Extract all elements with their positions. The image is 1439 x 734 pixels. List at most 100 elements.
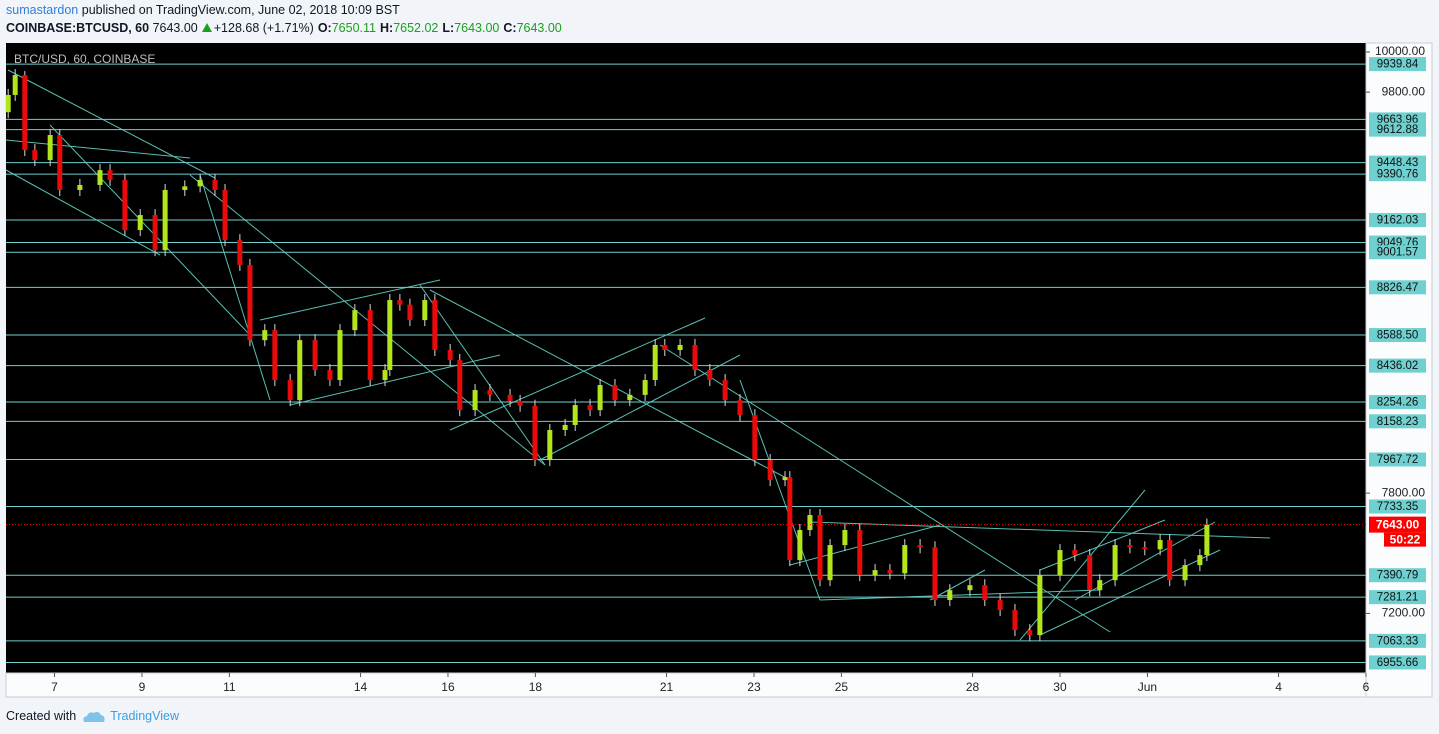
symbol-line: COINBASE:BTCUSD, 60 7643.00 +128.68 (+1.7… (6, 21, 562, 35)
level-label: 9612.88 (1377, 124, 1419, 136)
published: published on TradingView.com, June 02, 2… (81, 3, 400, 17)
candle-body (872, 570, 878, 576)
candle-body (297, 340, 303, 401)
candle-body (887, 570, 893, 574)
candle-body (787, 477, 793, 561)
candle-body (22, 75, 28, 151)
trendlines (5, 69, 1271, 641)
level-label: 7063.33 (1377, 635, 1419, 647)
x-tick-label: 21 (660, 680, 674, 694)
candle-body (1127, 545, 1133, 548)
candle-body (532, 405, 538, 461)
x-tick-label: 7 (51, 680, 58, 694)
candle-body (917, 545, 923, 548)
candle-body (312, 340, 318, 371)
trendline (419, 284, 546, 466)
candle-body (612, 385, 618, 401)
candle-body (507, 394, 513, 401)
y-tick-label: 7200.00 (1382, 606, 1426, 620)
ohlc-value: 7650.11 (331, 21, 376, 35)
candle-body (122, 179, 128, 231)
x-tick-label: 23 (747, 680, 761, 694)
trendline (1039, 549, 1221, 636)
level-label: 6955.66 (1377, 657, 1419, 669)
author: sumastardon (6, 3, 79, 17)
level-label: 7281.21 (1377, 592, 1419, 604)
candle-body (447, 349, 453, 361)
candle-body (352, 310, 358, 331)
candle-body (982, 585, 988, 601)
candle-body (397, 300, 403, 305)
ohlc-value: 7643.00 (454, 21, 500, 35)
time-axis (5, 672, 1367, 698)
candle-body (627, 394, 633, 401)
candle-body (1012, 610, 1018, 631)
candle-body (707, 370, 713, 381)
ohlc-value: 7643.00 (516, 21, 562, 35)
candle-body (1087, 555, 1093, 591)
candle-body (32, 150, 38, 161)
candle-body (152, 215, 158, 251)
ohlc-label: H: (379, 21, 394, 35)
x-tick-label: 25 (835, 680, 849, 694)
price: 7643.00 (152, 21, 198, 35)
candle-body (572, 405, 578, 425)
level-label-box (1369, 655, 1426, 670)
candle-body (782, 477, 788, 481)
trendline (429, 289, 791, 481)
x-tick-label: 11 (223, 680, 236, 694)
candle-body (222, 189, 228, 241)
x-tick-label: 28 (966, 680, 980, 694)
candle-body (337, 330, 343, 381)
candle-body (562, 424, 568, 430)
candle-body (857, 530, 863, 576)
level-label-box (1369, 155, 1426, 170)
candle-body (807, 514, 813, 531)
candle-body (262, 330, 268, 341)
trendline (5, 169, 161, 256)
candle-body (767, 460, 773, 481)
candle-body (212, 179, 218, 190)
trendline (289, 354, 501, 406)
candle-body (827, 545, 833, 581)
level-label-box (1369, 414, 1426, 429)
level-label-box (1369, 213, 1426, 228)
candle-body (817, 514, 823, 581)
candle-body (722, 380, 728, 401)
level-label-box (1369, 57, 1426, 72)
candle-body (1142, 547, 1148, 550)
trendline (819, 589, 1101, 601)
candle-body (547, 429, 553, 461)
level-label: 9390.76 (1377, 169, 1419, 181)
candle-body (272, 330, 278, 381)
ohlc-label: O: (317, 21, 332, 35)
level-label: 9001.57 (1377, 247, 1419, 259)
candle-body (182, 186, 188, 190)
up-arrow (201, 23, 212, 32)
candle-body (677, 344, 683, 350)
y-tick-label: 10000.00 (1375, 44, 1425, 58)
x-tick-label: 18 (529, 680, 543, 694)
level-label: 9162.03 (1377, 215, 1419, 227)
candle-body (327, 370, 333, 381)
level-label: 9448.43 (1377, 157, 1419, 169)
candle-body (1167, 540, 1173, 581)
candle-body (472, 390, 478, 411)
level-label: 8826.47 (1377, 282, 1419, 294)
level-label-box (1369, 590, 1426, 605)
header-line: sumastardon published on TradingView.com… (6, 3, 400, 17)
candle-body (1072, 550, 1078, 556)
level-label: 9939.84 (1377, 59, 1419, 71)
footer: Created with TradingView (6, 709, 179, 724)
candle-body (107, 170, 113, 180)
candle-body (5, 94, 11, 113)
brand: TradingView (110, 709, 179, 723)
trendline (789, 524, 941, 566)
candle-body (967, 585, 973, 591)
level-label-box (1369, 122, 1426, 137)
symbol: COINBASE:BTCUSD, 60 (6, 21, 150, 35)
level-label-box (1369, 167, 1426, 182)
trendline (5, 139, 191, 159)
ohlc-label: C: (503, 21, 517, 35)
